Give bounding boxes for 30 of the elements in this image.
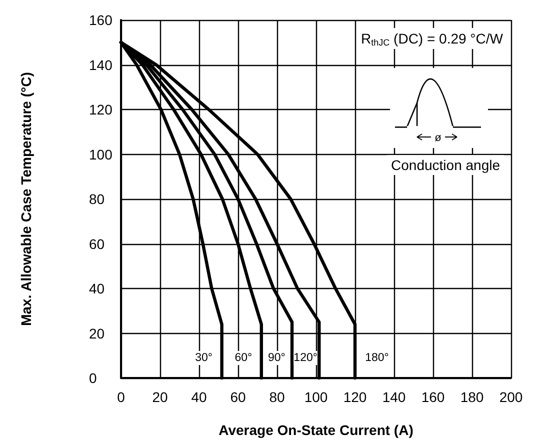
y-tick-label: 20 bbox=[89, 325, 105, 342]
y-tick-label: 0 bbox=[89, 370, 97, 386]
x-tick-label: 160 bbox=[421, 389, 445, 405]
x-tick-label: 100 bbox=[304, 389, 328, 405]
y-tick-label: 100 bbox=[89, 146, 113, 162]
series-label: 90° bbox=[268, 352, 286, 364]
x-tick-label: 0 bbox=[117, 389, 126, 405]
x-tick-label: 120 bbox=[343, 389, 367, 405]
annotation: Conduction angle bbox=[391, 157, 500, 173]
y-axis-title: Max. Allowable Case Temperature (°C) bbox=[18, 72, 34, 326]
x-tick-label: 80 bbox=[269, 389, 285, 405]
series-label: 180° bbox=[365, 352, 389, 364]
x-tick-label: 20 bbox=[152, 389, 168, 405]
y-tick-label: 40 bbox=[89, 280, 105, 296]
y-tick-label: 160 bbox=[89, 12, 113, 28]
y-tick-label: 120 bbox=[89, 102, 113, 118]
x-tick-label: 200 bbox=[499, 389, 523, 405]
x-tick-label: 60 bbox=[230, 389, 246, 405]
annotation: ø bbox=[434, 132, 442, 144]
series-label: 30° bbox=[195, 352, 213, 364]
x-tick-label: 180 bbox=[460, 389, 484, 405]
y-tick-label: 140 bbox=[89, 56, 113, 73]
y-tick-label: 60 bbox=[89, 236, 105, 252]
y-tick-label: 80 bbox=[89, 191, 105, 207]
waveform-icon: ø bbox=[390, 68, 488, 148]
series-label: 60° bbox=[234, 352, 252, 364]
series-label: 120° bbox=[294, 352, 318, 364]
x-tick-label: 40 bbox=[191, 389, 207, 405]
x-tick-label: 140 bbox=[382, 389, 406, 405]
x-axis-title: Average On-State Current (A) bbox=[218, 422, 414, 438]
